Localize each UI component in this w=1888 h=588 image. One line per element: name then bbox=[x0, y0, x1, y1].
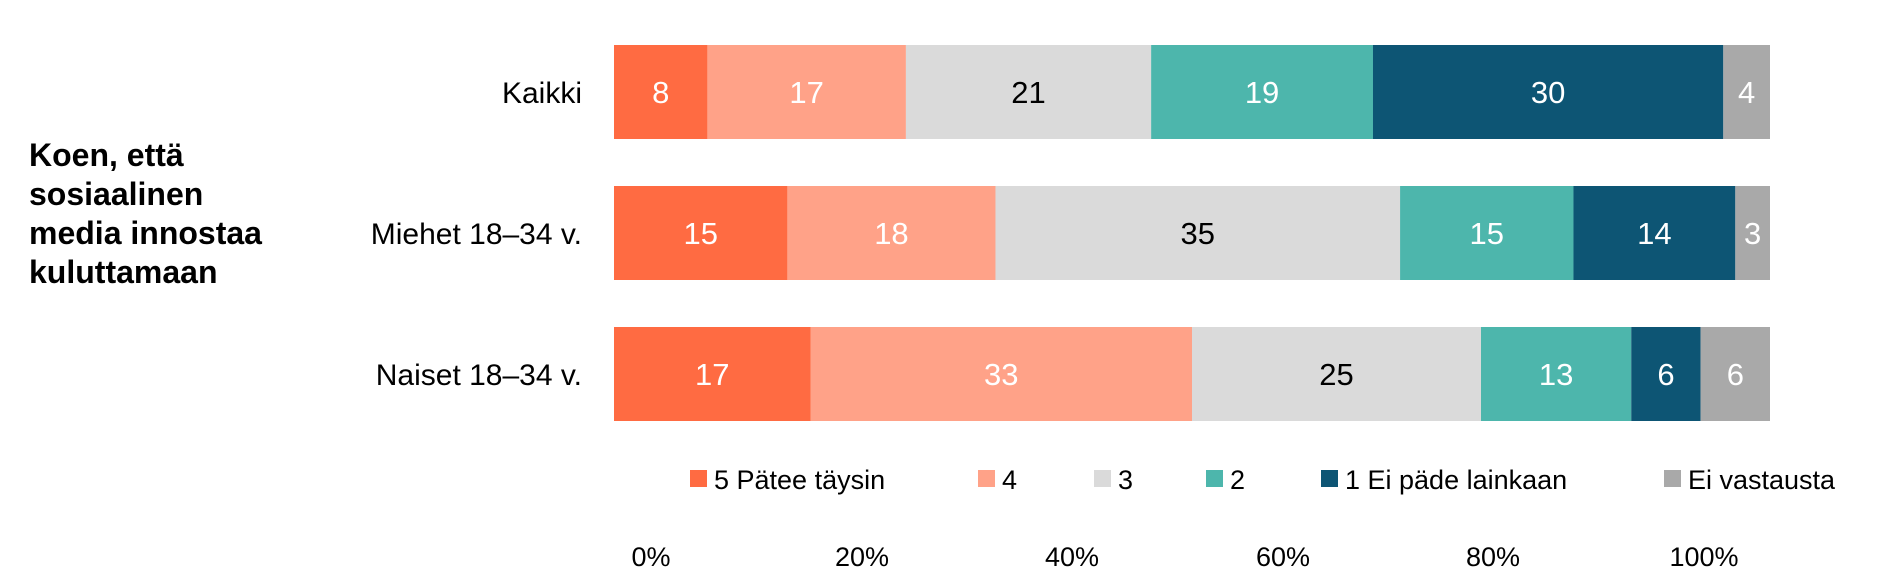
bar-segment bbox=[1151, 45, 1373, 139]
category-label: Kaikki bbox=[502, 77, 582, 110]
data-label: 35 bbox=[1181, 216, 1215, 251]
legend-label: 3 bbox=[1118, 465, 1133, 495]
legend-swatch bbox=[1664, 470, 1681, 487]
legend-label: 2 bbox=[1230, 465, 1245, 495]
bar-segment bbox=[1400, 186, 1574, 280]
legend-swatch bbox=[1321, 470, 1338, 487]
legend-swatch bbox=[690, 470, 707, 487]
data-label: 15 bbox=[1470, 216, 1504, 251]
data-label: 6 bbox=[1727, 357, 1744, 392]
x-tick-label: 40% bbox=[1045, 542, 1099, 572]
side-title-line: kuluttamaan bbox=[29, 254, 218, 290]
bar-segment bbox=[905, 45, 1152, 139]
bar-segment bbox=[995, 186, 1401, 280]
bar-segment bbox=[1735, 186, 1770, 280]
bar-segment bbox=[1631, 327, 1701, 421]
legend-swatch bbox=[1094, 470, 1111, 487]
bar-segment bbox=[1192, 327, 1481, 421]
bar-segment bbox=[1372, 45, 1724, 139]
bar-segment bbox=[810, 327, 1192, 421]
data-label: 18 bbox=[874, 216, 908, 251]
category-label: Naiset 18–34 v. bbox=[376, 359, 582, 392]
bar-segment bbox=[1481, 327, 1632, 421]
data-label: 17 bbox=[695, 357, 729, 392]
legend-swatch bbox=[978, 470, 995, 487]
data-label: 21 bbox=[1011, 75, 1045, 110]
data-label: 4 bbox=[1738, 75, 1755, 110]
data-label: 17 bbox=[789, 75, 823, 110]
data-label: 33 bbox=[984, 357, 1018, 392]
data-label: 19 bbox=[1245, 75, 1279, 110]
side-title-line: sosiaalinen bbox=[29, 176, 204, 212]
bar-segment bbox=[1573, 186, 1736, 280]
legend-label: Ei vastausta bbox=[1688, 465, 1836, 495]
side-title-line: media innostaa bbox=[29, 215, 262, 251]
legend-label: 1 Ei päde lainkaan bbox=[1345, 465, 1567, 495]
data-label: 13 bbox=[1539, 357, 1573, 392]
data-label: 8 bbox=[652, 75, 669, 110]
side-title-line: Koen, että bbox=[29, 137, 184, 173]
data-label: 25 bbox=[1319, 357, 1353, 392]
x-tick-label: 80% bbox=[1466, 542, 1520, 572]
legend-swatch bbox=[1206, 470, 1223, 487]
x-tick-label: 20% bbox=[835, 542, 889, 572]
bar-segment bbox=[1700, 327, 1770, 421]
legend-label: 5 Pätee täysin bbox=[714, 465, 885, 495]
data-label: 6 bbox=[1657, 357, 1674, 392]
data-label: 30 bbox=[1531, 75, 1565, 110]
x-tick-label: 0% bbox=[631, 542, 670, 572]
x-tick-label: 100% bbox=[1669, 542, 1738, 572]
bar-segment bbox=[614, 45, 708, 139]
x-tick-label: 60% bbox=[1256, 542, 1310, 572]
data-label: 15 bbox=[683, 216, 717, 251]
legend-label: 4 bbox=[1002, 465, 1017, 495]
data-label: 3 bbox=[1744, 216, 1761, 251]
category-label: Miehet 18–34 v. bbox=[371, 218, 582, 251]
bar-segment bbox=[707, 45, 906, 139]
bar-segment bbox=[1723, 45, 1770, 139]
bar-segment bbox=[614, 186, 788, 280]
chart-side-title: Koen, että sosiaalinen media innostaa ku… bbox=[29, 136, 289, 292]
bar-segment bbox=[787, 186, 996, 280]
data-label: 14 bbox=[1637, 216, 1671, 251]
bar-segment bbox=[614, 327, 811, 421]
